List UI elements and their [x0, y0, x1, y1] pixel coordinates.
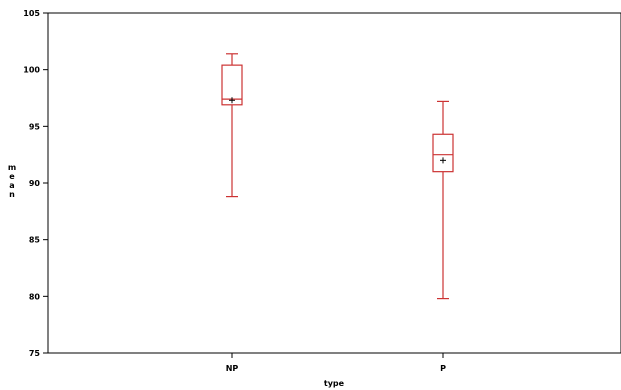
y-axis-title-letter: e: [9, 172, 15, 181]
y-tick-label: 90: [29, 179, 41, 188]
boxes-layer: [221, 53, 454, 300]
y-tick-label: 95: [29, 122, 41, 131]
x-axis: NP P: [226, 353, 446, 373]
y-axis-title-letter: n: [9, 190, 15, 199]
plot-frame: [47, 12, 621, 354]
box-np: [221, 53, 243, 198]
y-tick-label: 75: [29, 349, 41, 358]
y-axis-title-letter: a: [9, 181, 14, 190]
x-axis-title: type: [324, 379, 345, 388]
y-tick-label: 100: [23, 66, 40, 75]
y-axis: 75 80 85 90 95 100 105: [23, 9, 48, 358]
box-p: [432, 100, 454, 300]
y-tick-label: 85: [29, 236, 41, 245]
x-tick-label: NP: [226, 364, 239, 373]
x-tick-label: P: [440, 364, 446, 373]
y-axis-title-letter: m: [8, 163, 16, 172]
iqr-box: [221, 64, 243, 106]
y-tick-label: 105: [23, 9, 40, 18]
y-tick-label: 80: [29, 292, 41, 301]
iqr-box: [432, 133, 454, 173]
